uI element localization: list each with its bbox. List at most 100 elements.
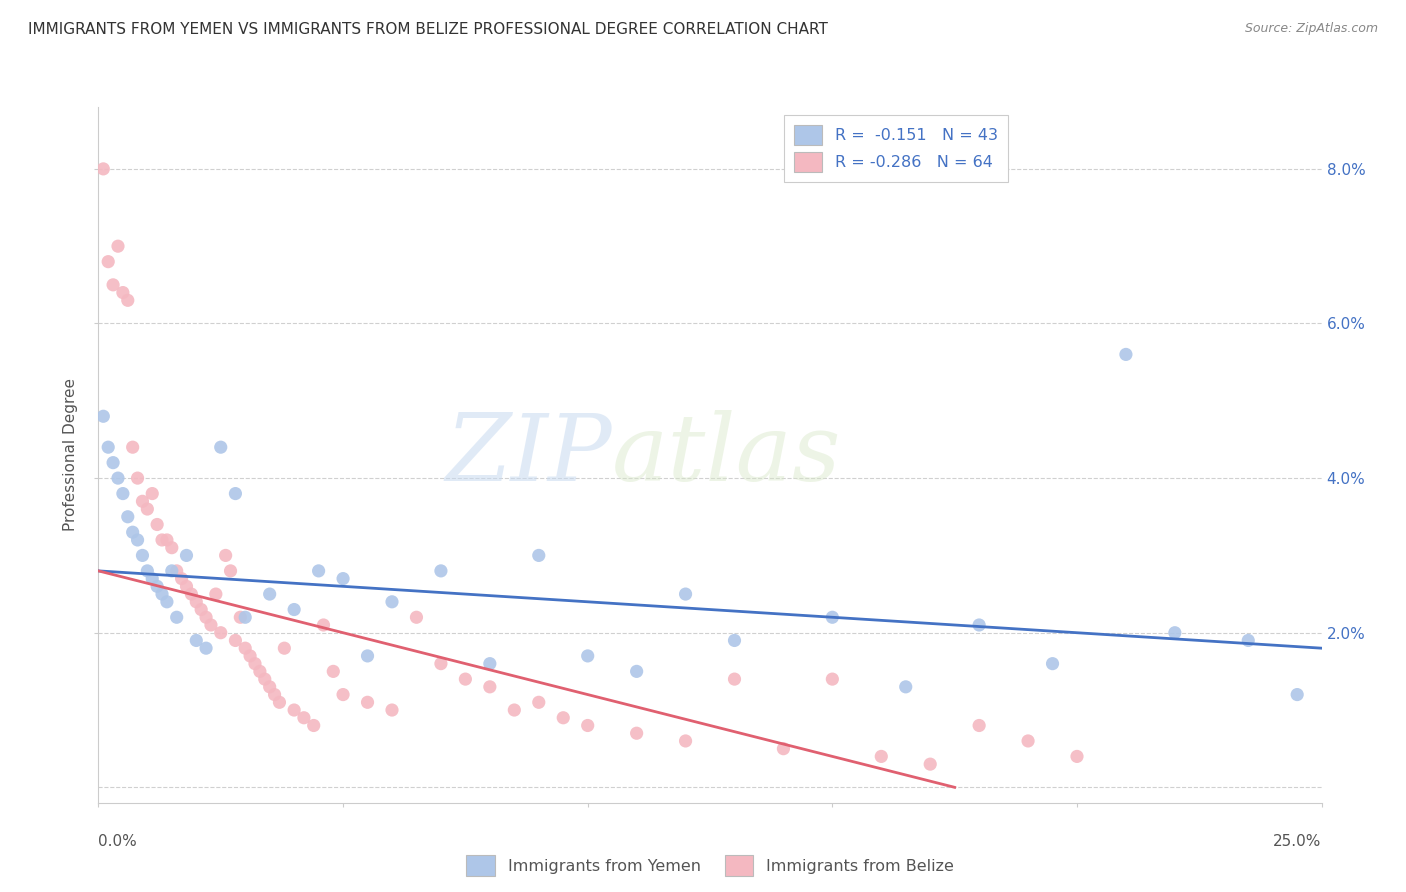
Point bbox=[675, 587, 697, 601]
Point bbox=[180, 587, 202, 601]
Point bbox=[127, 533, 149, 547]
Point bbox=[111, 486, 134, 500]
Point bbox=[200, 618, 222, 632]
Point bbox=[170, 572, 193, 586]
Point bbox=[121, 525, 143, 540]
Point bbox=[430, 564, 453, 578]
Point bbox=[224, 633, 246, 648]
Point bbox=[249, 665, 271, 679]
Point bbox=[219, 564, 242, 578]
Point bbox=[772, 741, 794, 756]
Point bbox=[454, 672, 477, 686]
Point bbox=[263, 688, 285, 702]
Point bbox=[117, 293, 139, 308]
Text: ZIP: ZIP bbox=[446, 410, 612, 500]
Point bbox=[101, 456, 124, 470]
Legend: Immigrants from Yemen, Immigrants from Belize: Immigrants from Yemen, Immigrants from B… bbox=[457, 846, 963, 885]
Point bbox=[1042, 657, 1064, 671]
Point bbox=[195, 641, 218, 656]
Point bbox=[205, 587, 228, 601]
Point bbox=[253, 672, 276, 686]
Point bbox=[273, 641, 295, 656]
Point bbox=[381, 595, 404, 609]
Point bbox=[111, 285, 134, 300]
Point bbox=[224, 486, 246, 500]
Point bbox=[1066, 749, 1088, 764]
Point bbox=[141, 486, 163, 500]
Point bbox=[576, 718, 599, 732]
Point bbox=[150, 533, 173, 547]
Point bbox=[292, 711, 315, 725]
Point bbox=[626, 726, 648, 740]
Point bbox=[332, 572, 354, 586]
Y-axis label: Professional Degree: Professional Degree bbox=[63, 378, 79, 532]
Point bbox=[675, 734, 697, 748]
Point bbox=[127, 471, 149, 485]
Point bbox=[967, 618, 990, 632]
Point bbox=[243, 657, 266, 671]
Point bbox=[239, 648, 262, 663]
Point bbox=[160, 564, 183, 578]
Point bbox=[117, 509, 139, 524]
Point bbox=[176, 579, 198, 593]
Point bbox=[1237, 633, 1260, 648]
Point bbox=[920, 757, 942, 772]
Point bbox=[723, 633, 745, 648]
Point bbox=[186, 633, 208, 648]
Point bbox=[150, 587, 173, 601]
Point bbox=[283, 703, 305, 717]
Point bbox=[381, 703, 404, 717]
Point bbox=[121, 440, 143, 454]
Point bbox=[141, 572, 163, 586]
Point bbox=[214, 549, 236, 563]
Point bbox=[576, 648, 599, 663]
Point bbox=[1164, 625, 1187, 640]
Point bbox=[146, 579, 169, 593]
Point bbox=[156, 533, 179, 547]
Point bbox=[1017, 734, 1039, 748]
Point bbox=[107, 239, 129, 253]
Point bbox=[131, 494, 153, 508]
Point bbox=[91, 409, 114, 424]
Point bbox=[332, 688, 354, 702]
Point bbox=[527, 695, 550, 709]
Point bbox=[229, 610, 252, 624]
Point bbox=[131, 549, 153, 563]
Point bbox=[821, 672, 844, 686]
Point bbox=[186, 595, 208, 609]
Point bbox=[478, 657, 501, 671]
Point bbox=[209, 440, 232, 454]
Point bbox=[478, 680, 501, 694]
Point bbox=[190, 602, 212, 616]
Point bbox=[821, 610, 844, 624]
Point bbox=[195, 610, 218, 624]
Point bbox=[1286, 688, 1309, 702]
Point bbox=[233, 610, 256, 624]
Point bbox=[322, 665, 344, 679]
Point bbox=[233, 641, 256, 656]
Point bbox=[101, 277, 124, 292]
Point bbox=[302, 718, 325, 732]
Point bbox=[91, 161, 114, 176]
Point bbox=[430, 657, 453, 671]
Point bbox=[312, 618, 335, 632]
Text: 25.0%: 25.0% bbox=[1274, 834, 1322, 849]
Point bbox=[308, 564, 330, 578]
Point bbox=[160, 541, 183, 555]
Point bbox=[136, 564, 159, 578]
Point bbox=[166, 610, 188, 624]
Point bbox=[356, 648, 378, 663]
Point bbox=[259, 680, 281, 694]
Point bbox=[269, 695, 291, 709]
Point bbox=[136, 502, 159, 516]
Point bbox=[146, 517, 169, 532]
Point bbox=[503, 703, 526, 717]
Point bbox=[107, 471, 129, 485]
Point bbox=[870, 749, 893, 764]
Text: 0.0%: 0.0% bbox=[98, 834, 138, 849]
Point bbox=[553, 711, 575, 725]
Point bbox=[176, 549, 198, 563]
Point bbox=[97, 440, 120, 454]
Point bbox=[209, 625, 232, 640]
Point bbox=[1115, 347, 1137, 361]
